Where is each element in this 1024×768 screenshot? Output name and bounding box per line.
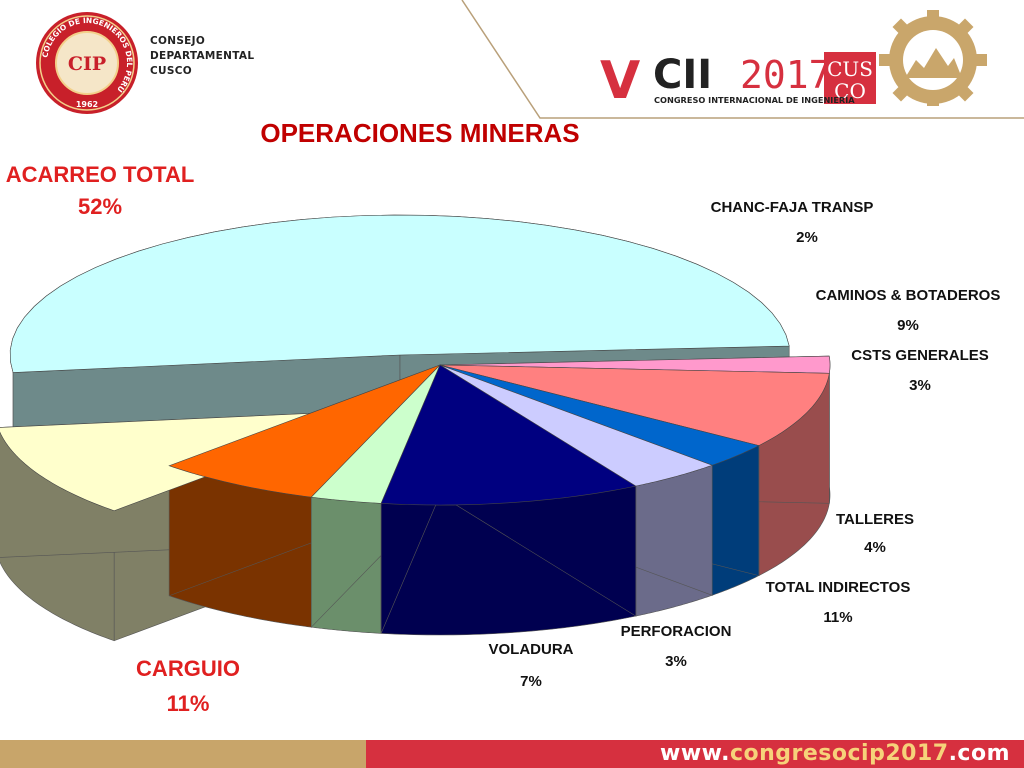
- congress-subtitle: CONGRESO INTERNACIONAL DE INGENIERÍA: [654, 94, 855, 105]
- pie-slice-acarreo-total: [9, 214, 790, 373]
- pie-slice-chanc-faja-transp: [439, 355, 831, 374]
- footer-gold-band: [0, 740, 370, 768]
- slice-label: ACARREO TOTAL: [6, 162, 195, 187]
- slice-label: TALLERES: [836, 511, 914, 528]
- slice-label: CARGUIO: [136, 656, 240, 681]
- pie-slice-caminos-botaderos: [439, 364, 830, 446]
- header-divider: [461, 0, 1024, 119]
- slice-label: CSTS GENERALES: [851, 347, 989, 364]
- gear-icon: [879, 10, 987, 106]
- congress-year: 2017: [740, 53, 832, 97]
- slice-percent: 3%: [665, 653, 687, 670]
- url-prefix: www.: [660, 741, 730, 766]
- pie-slice-talleres: [439, 364, 714, 487]
- footer-url[interactable]: www.congresocip2017.com: [660, 741, 1010, 766]
- city-badge: [824, 52, 876, 104]
- slice-label: CAMINOS & BOTADEROS: [816, 287, 1001, 304]
- slice-percent: 52%: [78, 194, 122, 219]
- url-domain: congresocip2017: [729, 741, 949, 766]
- slice-percent: 3%: [909, 377, 931, 394]
- org-line-1: CONSEJO: [150, 35, 206, 47]
- cip-seal-logo: COLEGIO DE INGENIEROS DEL PERÚ CIP 1962: [36, 12, 138, 114]
- pie-labels: ACARREO TOTAL 52% CHANC-FAJA TRANSP 2% CAMIN…: [6, 162, 1001, 716]
- seal-year: 1962: [76, 100, 98, 109]
- congress-cii: CII: [653, 52, 712, 98]
- org-name: CONSEJO DEPARTAMENTAL CUSCO: [150, 34, 254, 79]
- slice-percent: 11%: [167, 691, 210, 716]
- slice-percent: 7%: [520, 673, 542, 690]
- pie-slice-voladura: [168, 364, 441, 498]
- slice-label: VOLADURA: [489, 641, 574, 658]
- footer-red-band: [366, 740, 1024, 768]
- city-top: CUS: [827, 57, 873, 81]
- slide-title: OPERACIONES MINERAS: [260, 118, 580, 148]
- congress-v: V: [600, 51, 640, 108]
- slice-percent: 2%: [796, 229, 818, 246]
- pie-tops: [0, 214, 831, 512]
- seal-initials: CIP: [68, 53, 106, 75]
- org-line-3: CUSCO: [150, 65, 192, 77]
- url-suffix: .com: [948, 741, 1010, 766]
- org-line-2: DEPARTAMENTAL: [150, 50, 255, 62]
- pie-slice-perforacion: [310, 364, 441, 504]
- congress-logo: CUS CO V CII 2017 CONGRESO INTERNACIONAL…: [600, 10, 987, 108]
- pie-slice-csts-generales: [439, 364, 760, 466]
- pie-slice-total-indirectos: [380, 364, 637, 506]
- slice-label: PERFORACION: [621, 623, 732, 640]
- pie-chart: ACARREO TOTAL 52% CHANC-FAJA TRANSP 2% CAMIN…: [0, 162, 1001, 716]
- slice-percent: 4%: [864, 539, 886, 556]
- slice-percent: 11%: [823, 609, 852, 626]
- slice-label: TOTAL INDIRECTOS: [766, 579, 911, 596]
- slice-percent: 9%: [897, 317, 919, 334]
- slice-label: CHANC-FAJA TRANSP: [711, 199, 874, 216]
- city-bottom: CO: [834, 79, 866, 103]
